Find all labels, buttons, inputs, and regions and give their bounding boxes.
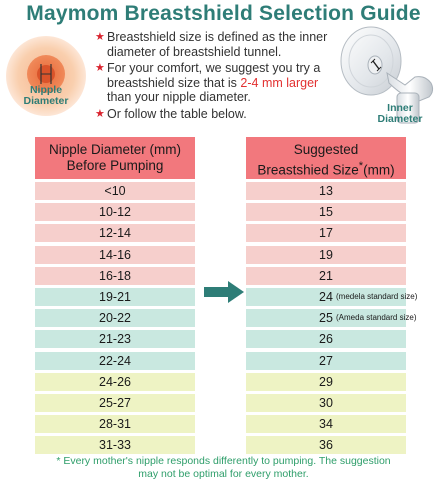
size-value: 17 xyxy=(319,226,333,240)
page-title: Maymom Breastshield Selection Guide xyxy=(26,2,421,25)
nipple-diameter-cell: 31-33 xyxy=(35,436,195,454)
breastshield-size-cell: 36 xyxy=(246,436,406,454)
size-note: (Ameda standard size) xyxy=(336,313,417,322)
breastshield-size-cell: 15 xyxy=(246,203,406,221)
breastshield-size-cell: 34 xyxy=(246,415,406,433)
nipple-diameter-cell: 21-23 xyxy=(35,330,195,348)
highlight-text: 2-4 mm larger xyxy=(240,75,319,90)
nipple-diameter-cell: <10 xyxy=(35,182,195,200)
breastshield-size-cell: 19 xyxy=(246,246,406,264)
size-note: (medela standard size) xyxy=(336,292,418,301)
size-value: 29 xyxy=(319,375,333,389)
right-arrow-icon xyxy=(204,281,244,303)
nipple-label-line1: Nipple xyxy=(29,84,63,96)
breastshield-size-cell: 27 xyxy=(246,352,406,370)
breastshield-size-cell: 17 xyxy=(246,224,406,242)
size-value: 19 xyxy=(319,248,333,262)
size-value: 36 xyxy=(319,438,333,452)
inner-label-line2: Diameter xyxy=(377,113,423,125)
instruction-3: ★ Or follow the table below. xyxy=(95,106,247,121)
instruction-1: ★ Breastshield size is defined as the in… xyxy=(95,30,328,59)
nipple-diameter-label: Nipple Diameter xyxy=(8,85,84,107)
size-value: 34 xyxy=(319,417,333,431)
size-value: 24 xyxy=(319,290,333,304)
breastshield-size-cell: 26 xyxy=(246,330,406,348)
nipple-diameter-cell: 19-21 xyxy=(35,288,195,306)
inner-diameter-label: Inner Diameter xyxy=(370,103,430,125)
star-icon: ★ xyxy=(95,62,105,75)
nipple-diameter-cell: 10-12 xyxy=(35,203,195,221)
nipple-diameter-cell: 28-31 xyxy=(35,415,195,433)
size-value: 15 xyxy=(319,205,333,219)
breastshield-size-cell: 21 xyxy=(246,267,406,285)
size-value: 26 xyxy=(319,332,333,346)
breastshield-illustration xyxy=(340,26,434,124)
nipple-diameter-cell: 12-14 xyxy=(35,224,195,242)
breastshield-size-cell: 24 (medela standard size) xyxy=(246,288,417,306)
star-icon: ★ xyxy=(95,107,105,120)
breastshield-size-cell: 13 xyxy=(246,182,406,200)
breastshield-size-header: Suggested Breastshied Size*(mm) xyxy=(246,137,406,179)
nipple-diameter-cell: 25-27 xyxy=(35,394,195,412)
nipple-diameter-header: Nipple Diameter (mm) Before Pumping xyxy=(35,137,195,179)
instruction-2: ★ For your comfort, we suggest you try a… xyxy=(95,61,321,105)
star-icon: ★ xyxy=(95,31,105,43)
nipple-diameter-cell: 22-24 xyxy=(35,352,195,370)
breastshield-size-cell: 29 xyxy=(246,373,406,391)
breastshield-size-cell: 30 xyxy=(246,394,406,412)
inner-label-line1: Inner xyxy=(387,102,413,114)
nipple-diameter-illustration xyxy=(6,36,86,116)
size-value: 27 xyxy=(319,354,333,368)
instructions: ★ Breastshield size is defined as the in… xyxy=(95,30,335,124)
nipple-diameter-cell: 20-22 xyxy=(35,309,195,327)
nipple-diameter-cell: 24-26 xyxy=(35,373,195,391)
nipple-label-line2: Diameter xyxy=(23,95,69,107)
size-value: 25 xyxy=(319,311,333,325)
size-value: 21 xyxy=(319,269,333,283)
breastshield-size-cell: 25 (Ameda standard size) xyxy=(246,309,416,327)
nipple-diameter-cell: 16-18 xyxy=(35,267,195,285)
size-value: 30 xyxy=(319,396,333,410)
footnote: * Every mother's nipple responds differe… xyxy=(56,455,391,480)
size-value: 13 xyxy=(319,184,333,198)
nipple-diameter-cell: 14-16 xyxy=(35,246,195,264)
